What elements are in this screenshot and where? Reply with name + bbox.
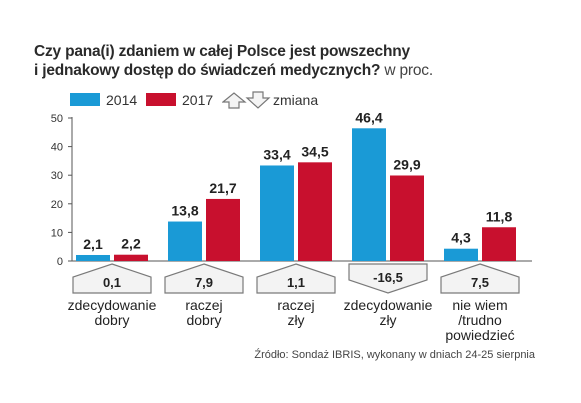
change-arrow xyxy=(72,263,152,294)
category-label: nie wiem xyxy=(452,297,507,313)
change-value-label: 7,9 xyxy=(195,275,213,290)
legend-label-change: zmiana xyxy=(273,92,319,108)
change-arrow xyxy=(440,263,520,294)
category-label: raczej xyxy=(185,297,222,313)
legend-item-2014: 2014 xyxy=(70,92,137,108)
y-tick-label: 40 xyxy=(51,142,63,154)
legend-label-2014: 2014 xyxy=(106,92,138,108)
bar-2014 xyxy=(260,165,294,261)
source-note: Źródło: Sondaż IBRIS, wykonany w dniach … xyxy=(254,349,535,361)
change-arrow xyxy=(164,263,244,294)
bar-2017 xyxy=(298,162,332,261)
chart-title: Czy pana(i) zdaniem w całej Polsce jest … xyxy=(34,42,574,80)
bar-value-label: 33,4 xyxy=(263,146,290,162)
bar-2014 xyxy=(168,221,202,261)
bar-value-label: 11,8 xyxy=(486,208,513,224)
chart-title-line-2: i jednakowy dostęp do świadczeń medyczny… xyxy=(34,61,574,80)
change-arrow xyxy=(348,263,428,294)
category-label: powiedzieć xyxy=(445,327,514,343)
bar-value-label: 2,2 xyxy=(121,236,141,252)
change-value-label: 0,1 xyxy=(103,275,121,290)
category-label: /trudno xyxy=(458,312,502,328)
bar-2017 xyxy=(114,254,148,261)
bar-value-label: 4,3 xyxy=(451,230,471,246)
bar-value-label: 21,7 xyxy=(209,180,236,196)
category-label: zdecydowanie xyxy=(344,297,433,313)
bar-2014 xyxy=(352,128,386,261)
bar-value-label: 13,8 xyxy=(171,203,198,219)
change-value-label: -16,5 xyxy=(373,270,403,285)
change-value-label: 1,1 xyxy=(287,275,305,290)
y-tick-label: 20 xyxy=(51,199,63,211)
legend-label-2017: 2017 xyxy=(182,92,214,108)
bar-value-label: 2,1 xyxy=(83,236,103,252)
y-tick-label: 30 xyxy=(51,170,63,182)
category-label: zdecydowanie xyxy=(68,297,157,313)
change-value-label: 7,5 xyxy=(471,275,489,290)
category-label: raczej xyxy=(277,297,314,313)
bar-value-label: 29,9 xyxy=(393,156,420,172)
category-label: zły xyxy=(287,312,304,328)
y-tick-label: 0 xyxy=(57,256,63,268)
change-arrow xyxy=(256,263,336,294)
y-tick-label: 50 xyxy=(51,113,63,125)
chart-title-line-1: Czy pana(i) zdaniem w całej Polsce jest … xyxy=(34,43,410,60)
change-arrows-icon xyxy=(222,91,271,109)
bar-2017 xyxy=(390,175,424,261)
legend-swatch-2017 xyxy=(146,93,176,106)
category-label: dobry xyxy=(94,312,129,328)
chart-title-line-2-text: i jednakowy dostęp do świadczeń medyczny… xyxy=(34,62,381,79)
bar-2017 xyxy=(482,227,516,261)
legend-swatch-2014 xyxy=(70,93,100,106)
bar-2014 xyxy=(76,254,110,261)
y-tick-label: 10 xyxy=(51,227,63,239)
category-label: dobry xyxy=(186,312,221,328)
bar-value-label: 34,5 xyxy=(301,143,328,159)
bar-value-label: 46,4 xyxy=(355,109,382,125)
bar-2017 xyxy=(206,198,240,261)
legend-item-2017: 2017 xyxy=(146,92,213,108)
bar-2014 xyxy=(444,248,478,261)
category-label: zły xyxy=(379,312,396,328)
unit-label: w proc. xyxy=(384,62,433,79)
